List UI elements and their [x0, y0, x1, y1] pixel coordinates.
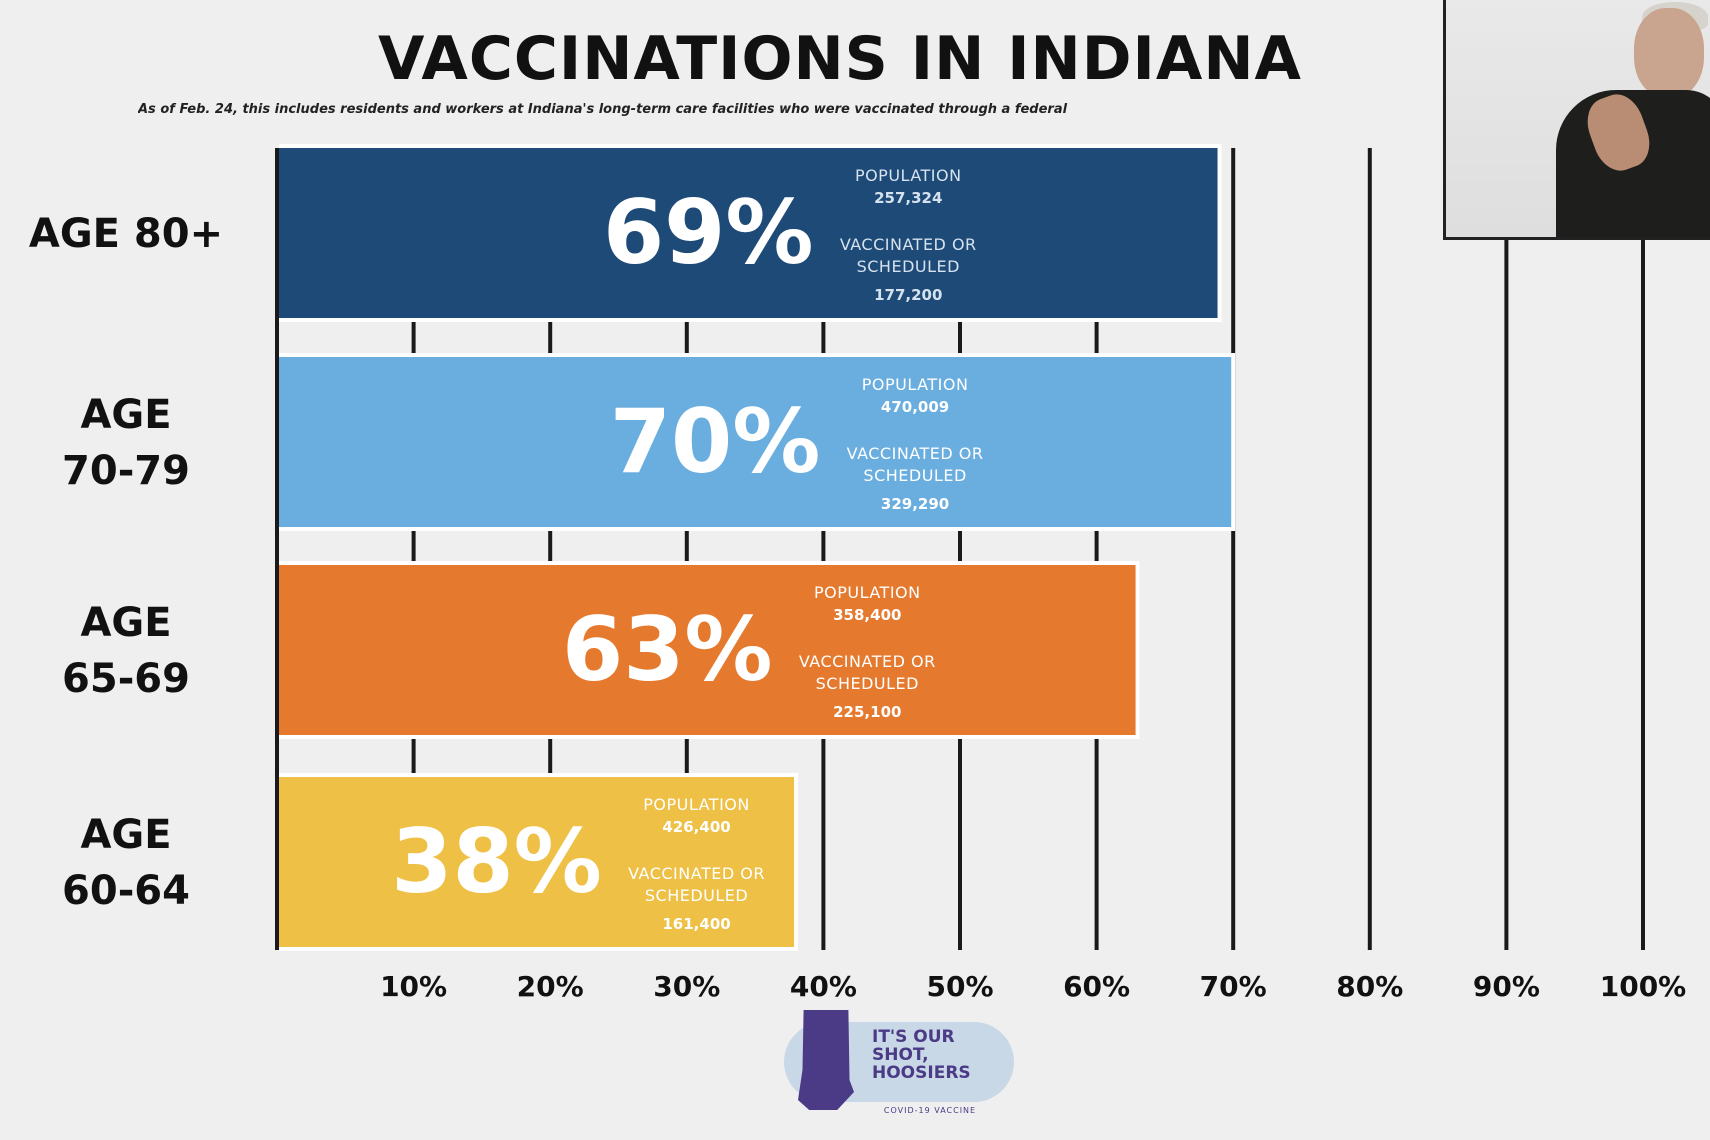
category-label: 70-79: [62, 448, 190, 494]
bar-value-label: 63%: [562, 598, 773, 701]
vaccinated-label: SCHEDULED: [816, 674, 919, 693]
x-tick-label: 70%: [1200, 970, 1267, 1003]
x-tick-label: 30%: [653, 970, 720, 1003]
vaccinated-label: SCHEDULED: [857, 257, 960, 276]
vaccinated-label: SCHEDULED: [645, 886, 748, 905]
bar: [279, 777, 795, 947]
population-value: 358,400: [833, 606, 901, 624]
population-value: 257,324: [874, 189, 942, 207]
population-value: 426,400: [662, 818, 730, 836]
category-label: 60-64: [62, 868, 190, 914]
bar-value-label: 70%: [610, 390, 821, 493]
chart-title: VACCINATIONS IN INDIANA: [378, 24, 1302, 94]
x-tick-label: 40%: [790, 970, 857, 1003]
webcam-person-head: [1634, 8, 1704, 98]
x-tick-label: 90%: [1473, 970, 1540, 1003]
bar: [279, 148, 1218, 318]
vaccinated-value: 161,400: [662, 915, 730, 933]
x-tick-label: 10%: [380, 970, 447, 1003]
vaccinated-label: VACCINATED OR: [799, 652, 936, 671]
vaccinated-value: 329,290: [881, 495, 949, 513]
vaccinated-label: SCHEDULED: [863, 466, 966, 485]
population-label: POPULATION: [643, 795, 750, 814]
population-label: POPULATION: [814, 583, 921, 602]
indiana-state-icon: [798, 1010, 854, 1110]
bar: [279, 357, 1232, 527]
category-label: 65-69: [62, 656, 190, 702]
population-label: POPULATION: [855, 166, 962, 185]
logo-text: IT'S OUR SHOT, HOOSIERS: [872, 1027, 971, 1083]
chart-subtitle: As of Feb. 24, this includes residents a…: [138, 102, 1068, 117]
bar-value-label: 38%: [391, 810, 602, 913]
x-tick-label: 80%: [1336, 970, 1403, 1003]
vaccinated-label: VACCINATED OR: [628, 864, 765, 883]
population-label: POPULATION: [862, 375, 969, 394]
category-label: AGE: [80, 392, 171, 438]
category-label: AGE 80+: [29, 211, 223, 257]
vaccinated-value: 177,200: [874, 286, 942, 304]
x-tick-label: 100%: [1600, 970, 1687, 1003]
vaccinated-label: VACCINATED OR: [847, 444, 984, 463]
category-label: AGE: [80, 600, 171, 646]
x-tick-label: 50%: [926, 970, 993, 1003]
category-label: AGE: [80, 812, 171, 858]
vaccinated-value: 225,100: [833, 703, 901, 721]
bar: [279, 565, 1136, 735]
bar-value-label: 69%: [603, 181, 814, 284]
its-our-shot-hoosiers-logo: IT'S OUR SHOT, HOOSIERS COVID-19 VACCINE: [780, 1010, 1020, 1122]
person-webcam-icon: [1443, 0, 1710, 240]
vaccinated-label: VACCINATED OR: [840, 235, 977, 254]
x-tick-label: 60%: [1063, 970, 1130, 1003]
x-tick-label: 20%: [517, 970, 584, 1003]
population-value: 470,009: [881, 398, 949, 416]
logo-subtext: COVID-19 VACCINE: [883, 1106, 977, 1115]
